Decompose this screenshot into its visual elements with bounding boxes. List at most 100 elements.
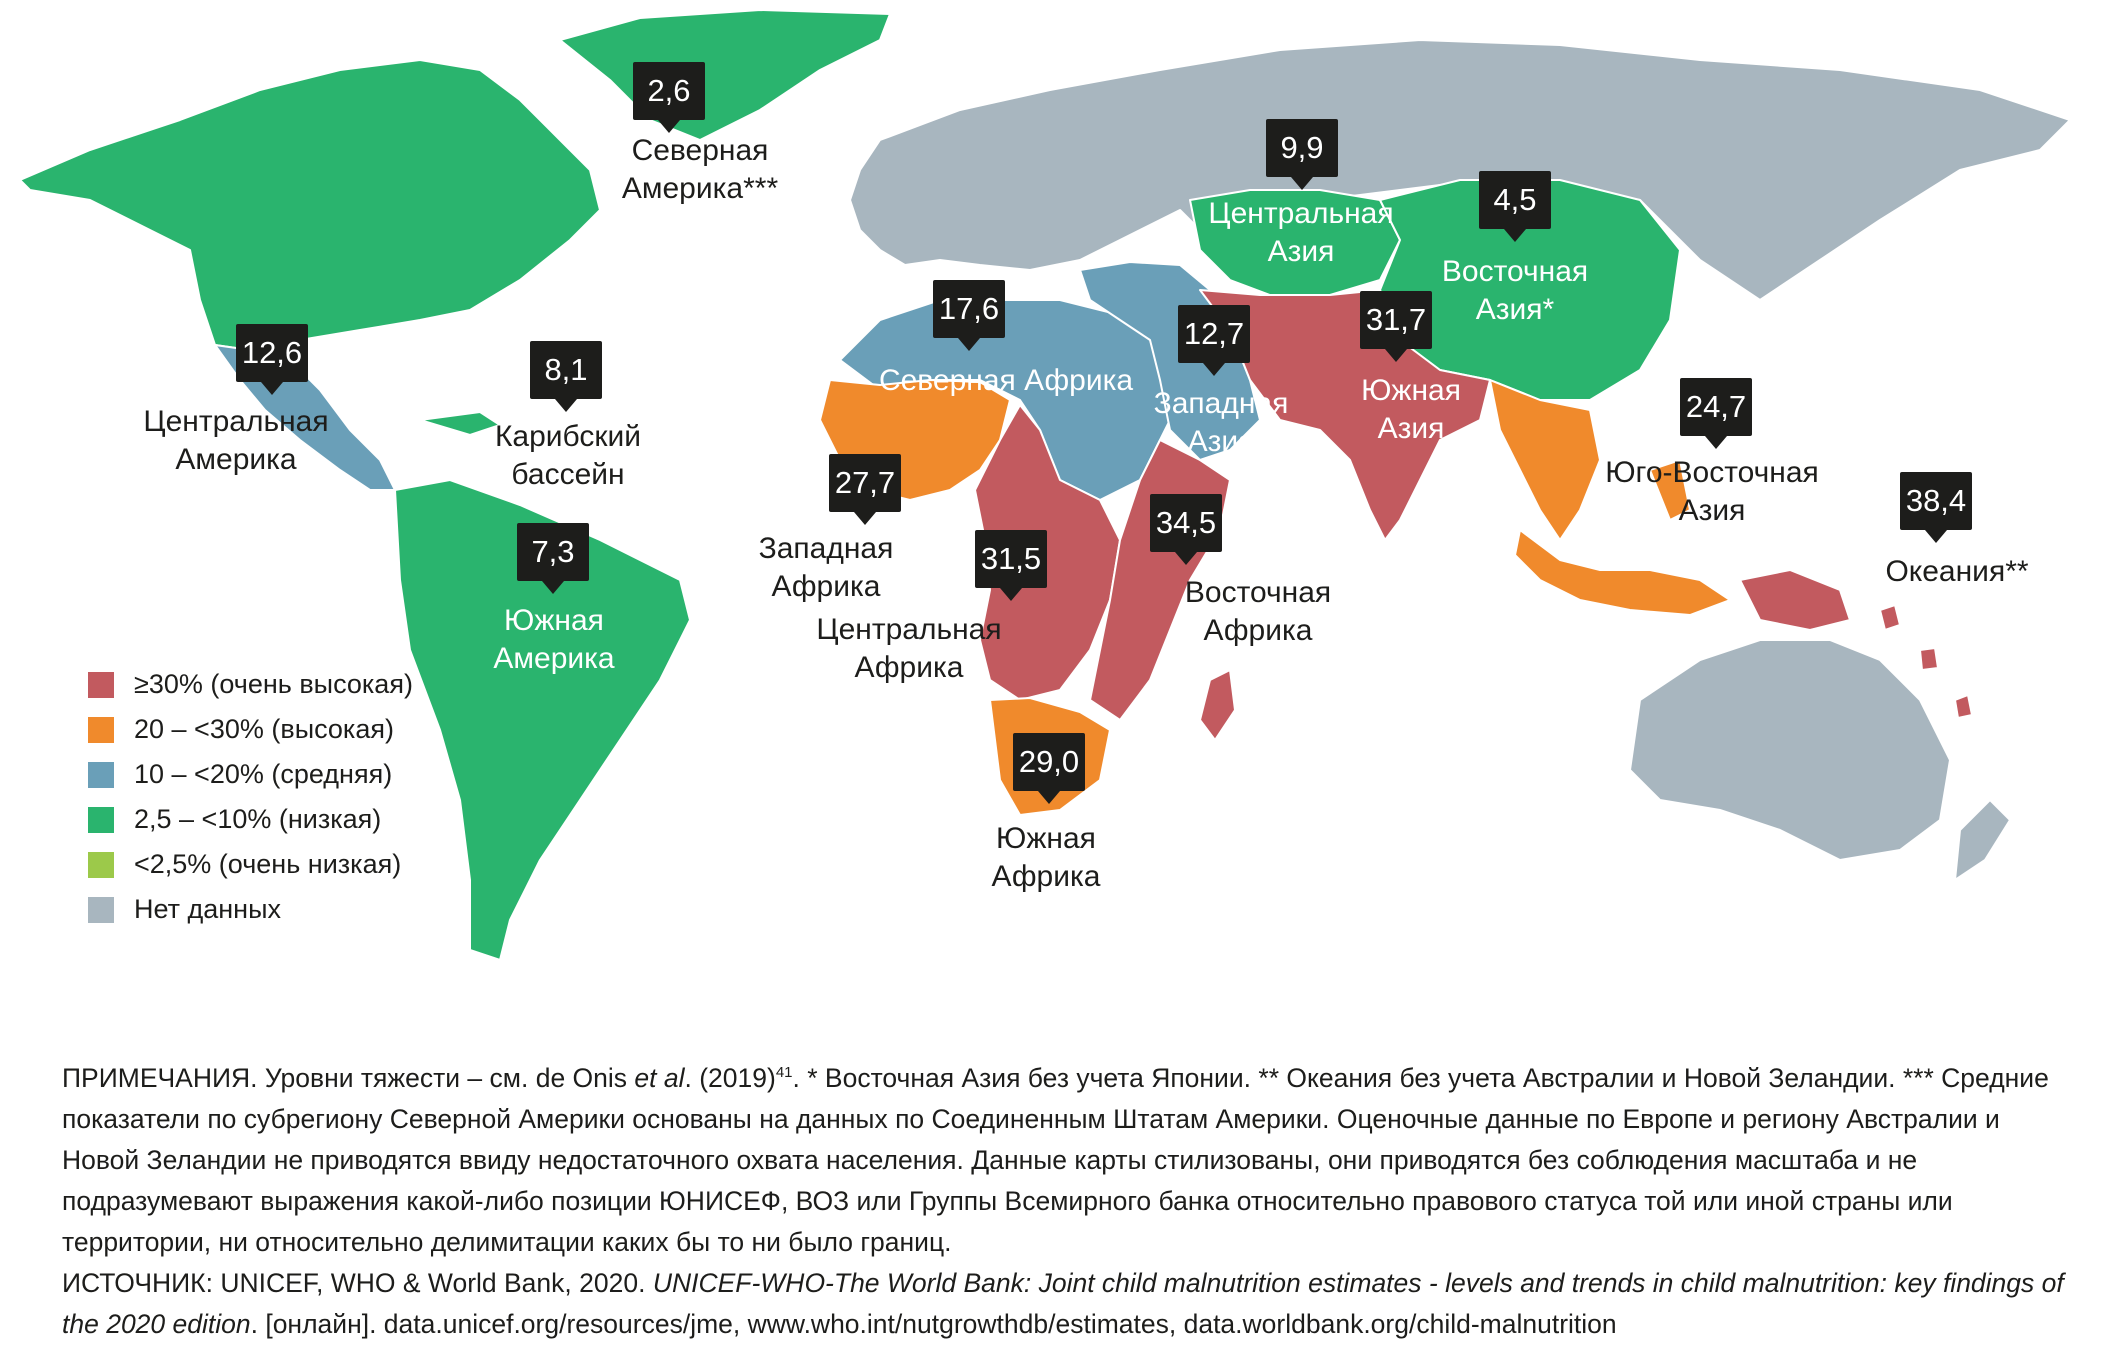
label-caribbean: Карибский бассейн (495, 418, 641, 494)
marker-value: 17,6 (938, 291, 1000, 326)
marker-value: 31,7 (1365, 302, 1427, 337)
marker-caribbean: 8,1 (530, 341, 602, 412)
notes-superscript: 41 (775, 1064, 793, 1081)
marker-east-africa: 34,5 (1150, 494, 1222, 565)
legend-label: Нет данных (134, 894, 281, 924)
label-line1: Центральная (143, 405, 329, 438)
label-line1: Северная Африка (878, 364, 1134, 397)
label-central-america: Центральная Америка (143, 403, 328, 479)
marker-south-asia: 31,7 (1360, 291, 1432, 362)
marker-southeast-asia: 24,7 (1680, 378, 1752, 449)
region-central-asia (1189, 189, 1401, 296)
region-madagascar (1199, 669, 1236, 741)
label-line1: Океания** (1885, 555, 2029, 588)
label-line1: Западная (1153, 387, 1289, 420)
label-southern-africa: Южная Африка (992, 820, 1101, 896)
label-line2: Африка (991, 860, 1101, 893)
label-line2: бассейн (511, 458, 625, 491)
notes-text: . (2019) (684, 1062, 776, 1093)
marker-value: 2,6 (647, 73, 691, 108)
marker-central-africa: 31,5 (975, 530, 1047, 601)
label-line2: Америка (175, 443, 297, 476)
label-east-asia: Восточная Азия* (1442, 253, 1588, 329)
region-southeast-asia (1489, 379, 1601, 541)
region-philippines (1649, 459, 1691, 521)
marker-value: 31,5 (980, 541, 1042, 576)
notes-etal: et al (634, 1062, 685, 1093)
marker-west-asia: 12,7 (1178, 305, 1250, 376)
legend: ≥30% (очень высокая) 20 – <30% (высокая)… (88, 662, 413, 932)
label-line1: Центральная (1208, 197, 1394, 230)
region-caribbean (419, 411, 501, 436)
marker-value: 12,7 (1183, 316, 1245, 351)
label-west-asia: Западная Азия (1154, 385, 1289, 461)
legend-item: Нет данных (88, 887, 413, 932)
label-central-asia: Центральная Азия (1208, 195, 1393, 271)
label-line1: Восточная (1441, 255, 1589, 288)
label-line1: Южная (996, 822, 1096, 855)
label-line1: Центральная (816, 613, 1002, 646)
label-line2: Азия* (1475, 293, 1555, 326)
marker-value: 24,7 (1685, 389, 1747, 424)
label-south-america: Южная Америка (493, 602, 614, 678)
region-pacific-islands (1879, 604, 1973, 719)
label-line1: Юго-Восточная (1605, 456, 1819, 489)
region-north-america (19, 59, 601, 351)
world-map (19, 9, 2071, 961)
legend-label: 2,5 – <10% (низкая) (134, 804, 382, 834)
region-indonesia (1514, 529, 1731, 616)
source-paragraph: ИСТОЧНИК: UNICEF, WHO & World Bank, 2020… (62, 1263, 2072, 1345)
label-line2: Азия (1187, 425, 1255, 458)
notes-paragraph: ПРИМЕЧАНИЯ. Уровни тяжести – см. de Onis… (62, 1052, 2072, 1263)
source-text: . [онлайн]. data.unicef.org/resources/jm… (250, 1308, 1617, 1339)
marker-central-america: 12,6 (236, 324, 308, 395)
legend-label: 20 – <30% (высокая) (134, 714, 394, 744)
marker-north-africa: 17,6 (933, 280, 1005, 351)
marker-east-asia: 4,5 (1479, 171, 1551, 242)
label-line1: Южная (1361, 374, 1461, 407)
label-west-africa: Западная Африка (759, 530, 894, 606)
region-south-asia (1199, 289, 1491, 541)
legend-swatch (88, 716, 114, 743)
marker-value: 7,3 (531, 534, 575, 569)
source-title: UNICEF-WHO-The World Bank: Joint child m… (62, 1267, 2064, 1339)
legend-swatch (88, 896, 114, 923)
marker-north-america: 2,6 (633, 62, 705, 133)
marker-value: 29,0 (1018, 744, 1080, 779)
region-new-zealand (1954, 799, 2011, 881)
legend-label: ≥30% (очень высокая) (134, 669, 413, 699)
legend-label: <2,5% (очень низкая) (134, 849, 402, 879)
label-north-america: Северная Америка*** (622, 132, 778, 208)
marker-central-asia: 9,9 (1266, 119, 1338, 190)
legend-swatch (88, 806, 114, 833)
label-line2: Америка (493, 642, 615, 675)
marker-value: 12,6 (241, 335, 303, 370)
label-line2: Америка*** (621, 172, 779, 205)
marker-south-america: 7,3 (517, 523, 589, 594)
marker-value: 27,7 (834, 465, 896, 500)
marker-value: 34,5 (1155, 505, 1217, 540)
label-line2: Азия (1377, 412, 1445, 445)
label-line2: Азия (1678, 494, 1746, 527)
legend-swatch (88, 671, 114, 698)
label-line1: Западная (758, 532, 894, 565)
label-line1: Карибский (494, 420, 642, 453)
region-oceania (1739, 569, 1851, 631)
marker-west-africa: 27,7 (829, 454, 901, 525)
marker-value: 38,4 (1905, 483, 1967, 518)
footnotes: ПРИМЕЧАНИЯ. Уровни тяжести – см. de Onis… (62, 1052, 2072, 1345)
label-central-africa: Центральная Африка (816, 611, 1001, 687)
notes-text: ПРИМЕЧАНИЯ. Уровни тяжести – см. de Onis (62, 1062, 635, 1093)
notes-text: . * Восточная Азия без учета Японии. ** … (62, 1062, 2049, 1257)
legend-item: 10 – <20% (средняя) (88, 752, 413, 797)
label-south-asia: Южная Азия (1361, 372, 1461, 448)
legend-item: <2,5% (очень низкая) (88, 842, 413, 887)
label-oceania: Океания** (1885, 553, 2028, 591)
region-south-america (394, 479, 691, 961)
marker-value: 8,1 (544, 352, 588, 387)
label-line2: Африка (854, 651, 964, 684)
label-line2: Азия (1267, 235, 1335, 268)
legend-swatch (88, 761, 114, 788)
legend-item: 2,5 – <10% (низкая) (88, 797, 413, 842)
marker-oceania: 38,4 (1900, 472, 1972, 543)
